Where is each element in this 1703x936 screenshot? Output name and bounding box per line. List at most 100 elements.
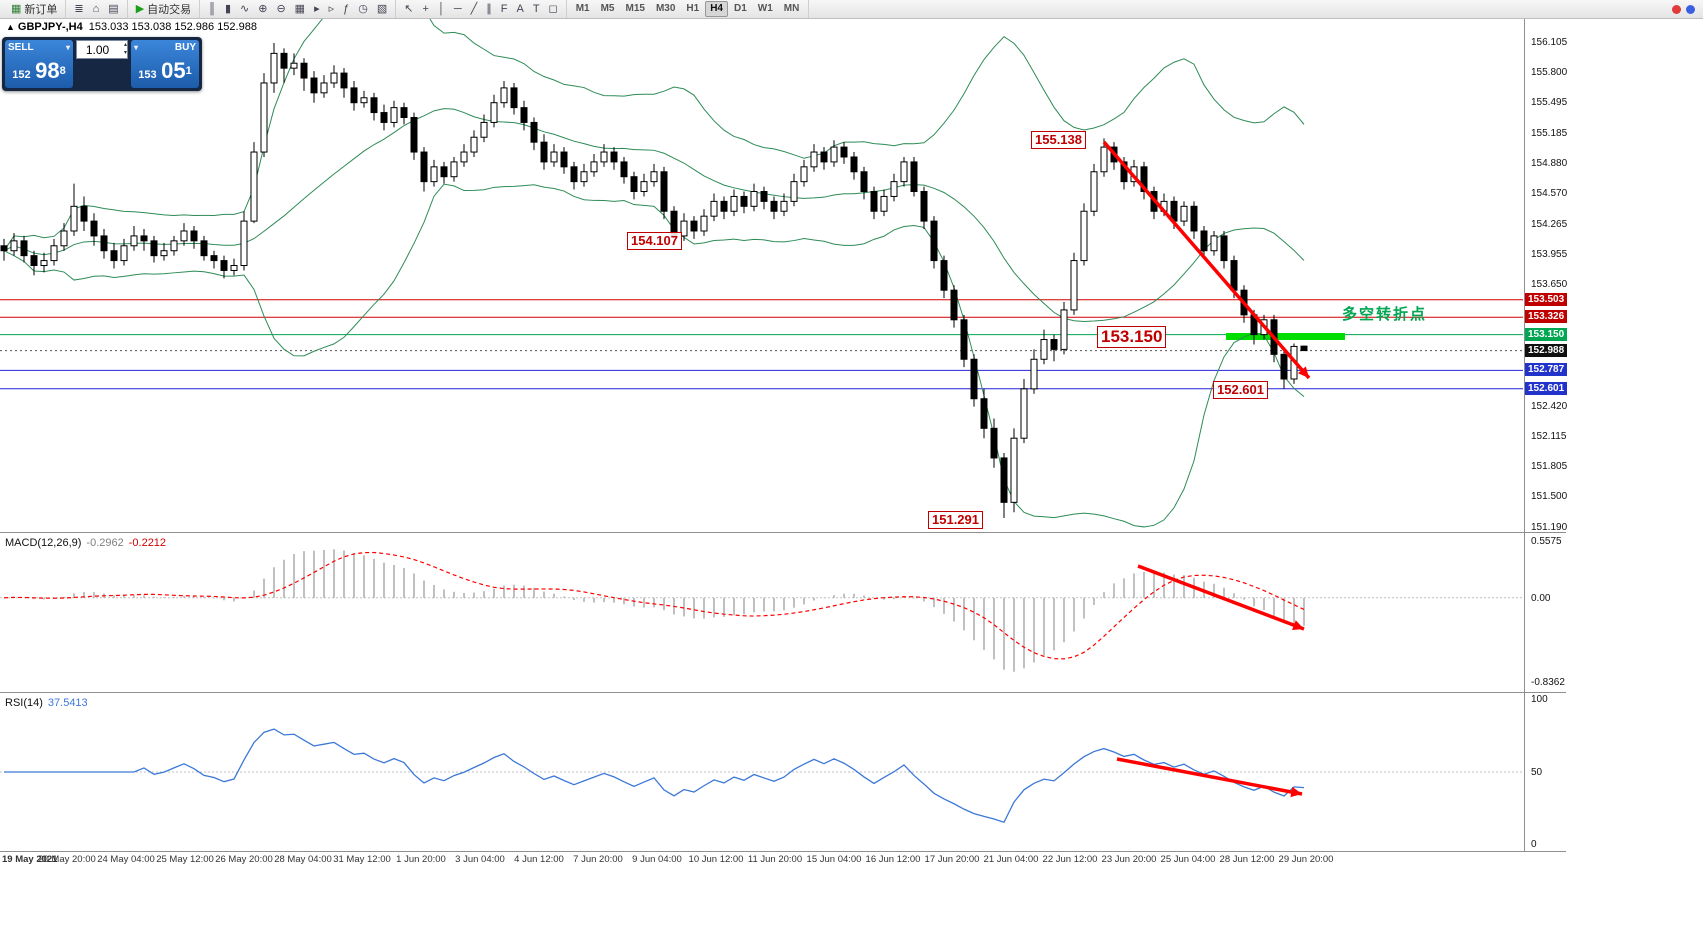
indicators-button[interactable]: ƒ xyxy=(339,1,353,18)
line-chart-button[interactable]: ∿ xyxy=(236,1,253,18)
indicator-axis-label: 100 xyxy=(1531,694,1548,705)
price-tag-153.150: 153.150 xyxy=(1525,327,1568,341)
timeframe-button-H1[interactable]: H1 xyxy=(686,3,700,14)
trendline-tool[interactable]: ╱ xyxy=(467,1,482,18)
trend-arrow[interactable] xyxy=(1116,757,1303,798)
price-annotation-153.150[interactable]: 153.150 xyxy=(1097,326,1167,349)
trend-arrow[interactable] xyxy=(1137,564,1305,631)
time-label: 21 Jun 04:00 xyxy=(983,854,1039,865)
timeframe-button-MN[interactable]: MN xyxy=(783,3,800,14)
time-axis[interactable]: 19 May 2021 20 May 20:00 24 May 04:00 25 Ma… xyxy=(0,852,1566,868)
period-button[interactable]: ◷ xyxy=(354,1,372,18)
volume-input[interactable] xyxy=(76,40,128,59)
price-tag-152.601: 152.601 xyxy=(1525,381,1568,395)
navigator-button[interactable]: ⌂ xyxy=(89,1,104,18)
zoom-out-button[interactable]: ⊖ xyxy=(272,1,289,18)
timeframe-button-W1[interactable]: W1 xyxy=(757,3,773,14)
zoom-out-button-icon: ⊖ xyxy=(276,3,286,15)
new-order-button-icon: ▦ xyxy=(11,3,22,15)
template-button[interactable]: ▧ xyxy=(373,1,391,18)
rsi-panel[interactable] xyxy=(0,693,1566,851)
price-chart[interactable] xyxy=(0,18,1566,532)
turning-point-note[interactable]: 多空转折点 xyxy=(1342,306,1428,323)
bar-chart-button[interactable]: ║ xyxy=(204,1,220,18)
price-tick: 155.800 xyxy=(1531,67,1568,79)
label-tool[interactable]: T xyxy=(529,1,544,18)
tile-windows-button[interactable]: ▦ xyxy=(291,1,309,18)
panel-separator[interactable] xyxy=(0,532,1566,533)
price-tick: 155.185 xyxy=(1531,127,1568,139)
new-order-button[interactable]: ▦ 新订单 xyxy=(7,1,61,18)
timeframe-button-M5[interactable]: M5 xyxy=(600,3,615,14)
collapse-panel-icon[interactable]: ▲ xyxy=(6,22,15,32)
time-label: 24 May 04:00 xyxy=(97,854,155,865)
price-annotation-151.291[interactable]: 151.291 xyxy=(928,511,983,529)
horizontal-line-tool-icon: ─ xyxy=(453,3,462,15)
price-tick: 154.265 xyxy=(1531,218,1568,230)
price-annotation-155.138[interactable]: 155.138 xyxy=(1031,131,1086,149)
sell-button[interactable]: SELL ▾ 152 988 xyxy=(5,40,73,88)
candlestick-chart-button[interactable]: ▮ xyxy=(221,1,235,18)
vertical-line-tool[interactable]: │ xyxy=(434,1,449,18)
timeframe-button-D1[interactable]: D1 xyxy=(734,3,747,14)
buy-price: 153 051 xyxy=(138,58,192,83)
price-annotation-154.107[interactable]: 154.107 xyxy=(627,232,682,250)
time-label: 4 Jun 12:00 xyxy=(514,854,564,865)
horizontal-lines[interactable] xyxy=(0,299,1523,390)
chart-shift-button[interactable]: ▹ xyxy=(325,1,339,18)
toolbar-group-panels: ≣ ⌂ ▤ xyxy=(66,0,128,18)
time-label: 3 Jun 04:00 xyxy=(455,854,505,865)
price-tag-153.326: 153.326 xyxy=(1525,310,1568,324)
text-tool[interactable]: A xyxy=(512,1,527,18)
indicator-axis-label: -0.8362 xyxy=(1531,677,1565,688)
time-label: 31 May 12:00 xyxy=(333,854,391,865)
sell-dropdown-icon[interactable]: ▾ xyxy=(65,43,70,52)
time-label: 28 Jun 12:00 xyxy=(1219,854,1275,865)
auto-trading-button-icon: ▶ xyxy=(135,3,145,15)
volume-section: ▴▾ xyxy=(76,40,128,88)
volume-down-icon[interactable]: ▾ xyxy=(123,50,127,56)
one-click-trading-panel: SELL ▾ 152 988 ▴▾ ▾ BUY 153 051 xyxy=(2,37,202,91)
channel-tool[interactable]: ∥ xyxy=(482,1,496,18)
price-tick: 151.190 xyxy=(1531,522,1568,533)
buy-button[interactable]: ▾ BUY 153 051 xyxy=(131,40,199,88)
terminal-button[interactable]: ▤ xyxy=(104,1,122,18)
timeframe-button-M1[interactable]: M1 xyxy=(575,3,590,14)
time-label: 16 Jun 12:00 xyxy=(865,854,921,865)
timeframe-button-M15[interactable]: M15 xyxy=(625,3,645,14)
toolbar-group-drawing-tools: ↖ + │ ─ ╱ ∥ F A T ◻ xyxy=(396,0,567,18)
time-label: 10 Jun 12:00 xyxy=(688,854,744,865)
vertical-line-tool-icon: │ xyxy=(437,3,445,15)
channel-tool-icon: ∥ xyxy=(486,3,492,15)
zoom-in-button[interactable]: ⊕ xyxy=(254,1,271,18)
market-watch-button[interactable]: ≣ xyxy=(70,1,87,18)
highlight-rectangle[interactable] xyxy=(1226,333,1345,340)
trend-arrow[interactable] xyxy=(1102,140,1311,380)
template-button-icon: ▧ xyxy=(376,3,388,15)
time-label: 29 Jun 20:00 xyxy=(1278,854,1334,865)
fibonacci-tool[interactable]: F xyxy=(497,1,512,18)
volume-spinner[interactable]: ▴ ▾ xyxy=(124,41,127,57)
auto-trading-button-label: 自动交易 xyxy=(147,4,192,16)
shapes-tool-icon: ◻ xyxy=(548,3,558,15)
time-label: 22 Jun 12:00 xyxy=(1042,854,1098,865)
price-axis[interactable]: 156.105 155.800 155.495 155.185 154.880 154.5… xyxy=(1525,18,1569,533)
period-button-icon: ◷ xyxy=(358,3,368,15)
timeframe-button-H4[interactable]: H4 xyxy=(705,1,728,17)
new-order-button-label: 新订单 xyxy=(24,4,58,16)
crosshair-tool[interactable]: + xyxy=(419,1,433,18)
horizontal-line-tool[interactable]: ─ xyxy=(450,1,466,18)
chart-symbol-label: GBPJPY-,H4 xyxy=(17,21,83,33)
terminal-button-icon: ▤ xyxy=(108,3,119,15)
buy-dropdown-icon[interactable]: ▾ xyxy=(134,43,139,52)
cursor-tool[interactable]: ↖ xyxy=(400,1,417,18)
shapes-tool[interactable]: ◻ xyxy=(545,1,562,18)
auto-trading-button[interactable]: ▶ 自动交易 xyxy=(132,1,195,18)
timeframe-button-M30[interactable]: M30 xyxy=(655,3,676,14)
price-annotation-152.601[interactable]: 152.601 xyxy=(1213,381,1268,399)
macd-panel[interactable] xyxy=(0,533,1566,691)
panel-separator[interactable] xyxy=(0,692,1566,693)
auto-scroll-button[interactable]: ▸ xyxy=(310,1,324,18)
volume-up-icon[interactable]: ▴ xyxy=(123,42,127,48)
chart-ohlc-header: ▲ GBPJPY-,H4 153.033 153.038 152.986 152.9… xyxy=(6,21,257,33)
